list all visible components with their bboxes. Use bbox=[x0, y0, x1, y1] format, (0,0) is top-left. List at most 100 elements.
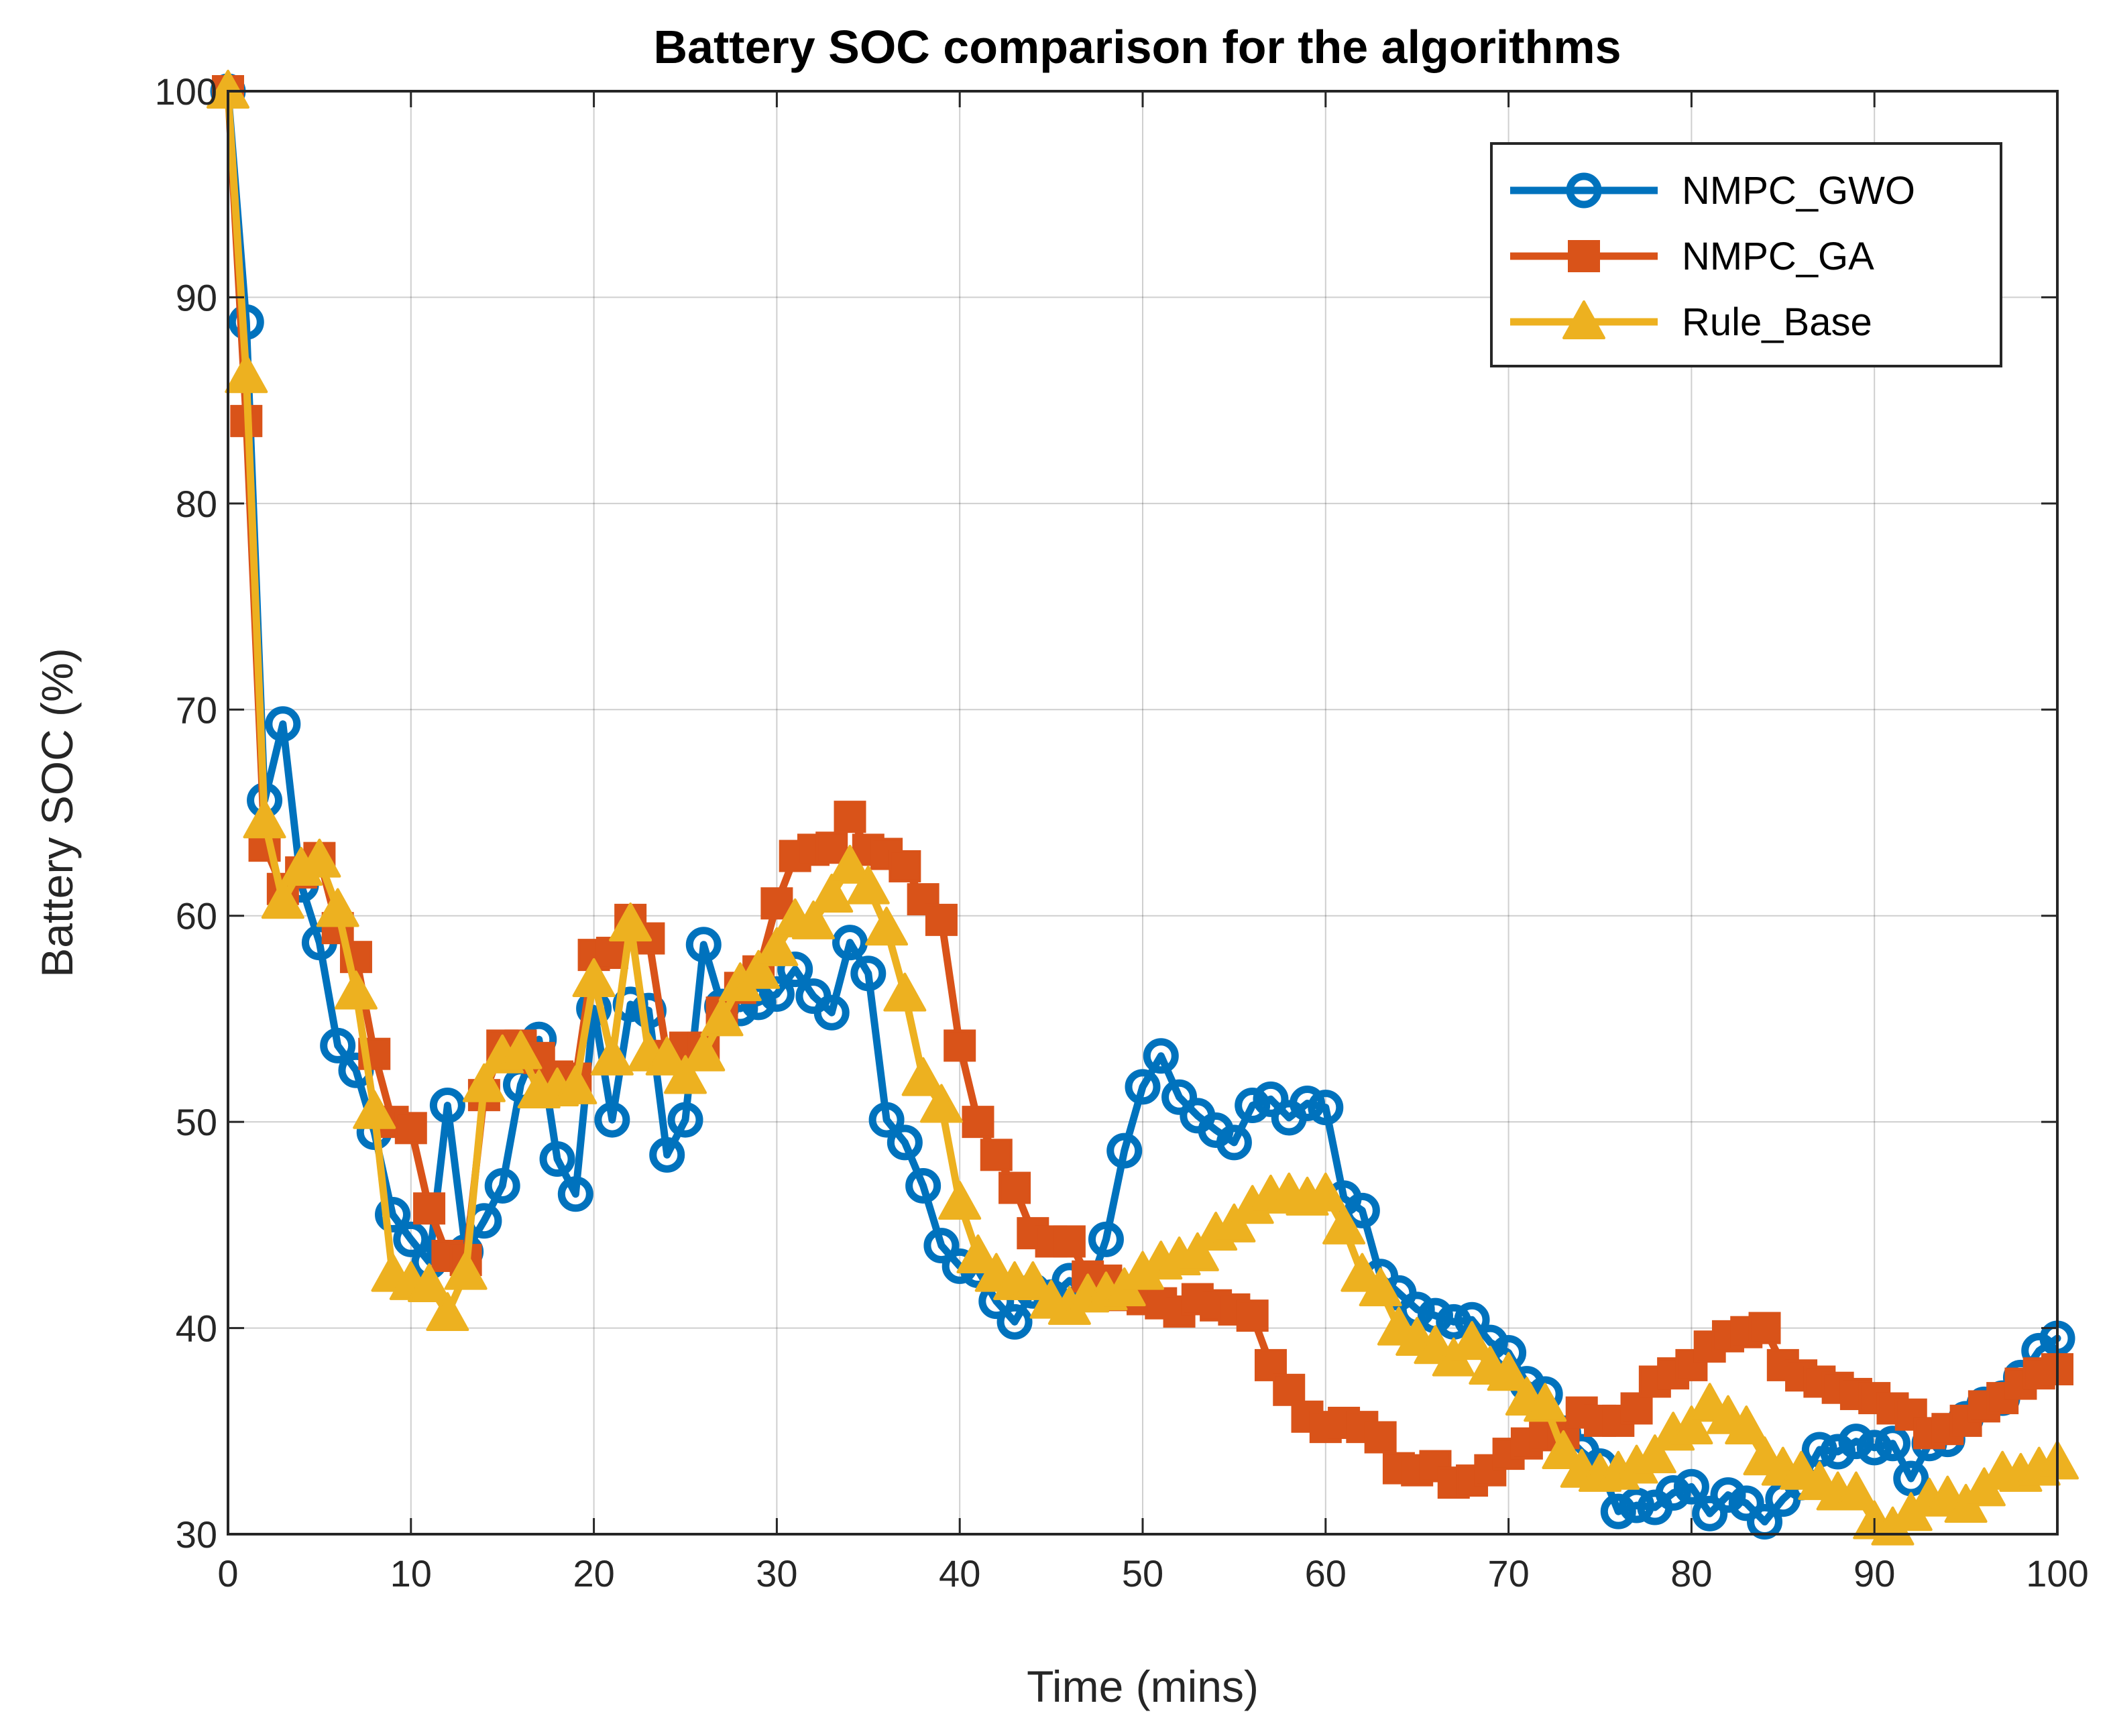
data-point bbox=[1728, 1485, 1764, 1521]
data-point bbox=[557, 1176, 593, 1212]
data-point bbox=[1290, 1085, 1326, 1121]
data-point bbox=[883, 972, 927, 1012]
data-point bbox=[810, 873, 854, 913]
data-point bbox=[462, 1063, 506, 1102]
y-tick-label: 60 bbox=[176, 895, 217, 937]
x-tick-label: 60 bbox=[1305, 1552, 1347, 1595]
data-point bbox=[1670, 1405, 1713, 1445]
legend-marker bbox=[1562, 300, 1605, 339]
data-point bbox=[682, 1032, 726, 1072]
data-point bbox=[225, 354, 268, 394]
x-tick-label: 100 bbox=[2026, 1552, 2088, 1595]
data-point bbox=[1692, 1495, 1728, 1531]
data-point bbox=[413, 1192, 446, 1225]
data-point bbox=[1322, 1205, 1366, 1245]
data-point bbox=[1620, 1392, 1653, 1425]
data-point bbox=[1304, 1172, 1347, 1212]
chart-title: Battery SOC comparison for the algorithm… bbox=[653, 21, 1621, 73]
data-point bbox=[1673, 1468, 1709, 1505]
data-point bbox=[1364, 1421, 1397, 1454]
data-point bbox=[1125, 1069, 1161, 1105]
data-point bbox=[572, 958, 616, 998]
data-point bbox=[685, 927, 722, 963]
legend-item: Rule_Base bbox=[1510, 300, 1872, 344]
data-point bbox=[590, 1036, 634, 1076]
data-point bbox=[865, 907, 909, 946]
data-point bbox=[944, 1029, 976, 1062]
data-point bbox=[1273, 1373, 1306, 1406]
data-point bbox=[444, 1251, 488, 1290]
series-layer bbox=[207, 70, 2079, 1546]
legend-marker bbox=[1568, 240, 1600, 272]
y-tick-label: 30 bbox=[176, 1513, 217, 1556]
data-point bbox=[846, 865, 890, 905]
data-point bbox=[813, 994, 850, 1031]
y-tick-label: 90 bbox=[176, 276, 217, 319]
x-tick-label: 30 bbox=[756, 1552, 797, 1595]
data-point bbox=[539, 1141, 575, 1177]
data-point bbox=[265, 706, 301, 742]
data-point bbox=[667, 1102, 703, 1138]
data-point bbox=[316, 888, 359, 927]
legend-item: NMPC_GA bbox=[1510, 235, 1874, 278]
data-point bbox=[887, 1124, 923, 1161]
data-point bbox=[261, 880, 304, 919]
y-tick-label: 80 bbox=[176, 483, 217, 525]
x-axis-label: Time (mins) bbox=[1027, 1662, 1259, 1711]
data-point bbox=[429, 1088, 465, 1124]
data-point bbox=[320, 1027, 356, 1063]
y-tick-label: 40 bbox=[176, 1308, 217, 1350]
x-tick-label: 80 bbox=[1670, 1552, 1712, 1595]
data-point bbox=[1176, 1232, 1219, 1271]
data-point bbox=[1143, 1038, 1179, 1074]
data-point bbox=[850, 956, 887, 992]
data-point bbox=[334, 970, 378, 1010]
legend-label: NMPC_GA bbox=[1682, 235, 1874, 278]
data-point bbox=[832, 925, 868, 961]
data-point bbox=[1655, 1475, 1691, 1511]
data-point bbox=[645, 1036, 689, 1076]
data-point bbox=[243, 799, 286, 839]
data-point bbox=[426, 1292, 469, 1332]
data-point bbox=[919, 1084, 963, 1123]
data-point bbox=[996, 1304, 1033, 1340]
data-point bbox=[609, 903, 652, 942]
data-point bbox=[1856, 1430, 1892, 1466]
data-point bbox=[1436, 1304, 1472, 1340]
data-point bbox=[828, 844, 872, 884]
data-point bbox=[1542, 1430, 1585, 1470]
series-Rule_Base bbox=[207, 70, 2079, 1546]
data-point bbox=[901, 1057, 945, 1096]
data-point bbox=[777, 951, 813, 988]
data-point bbox=[353, 1090, 396, 1129]
data-point bbox=[298, 838, 341, 878]
data-point bbox=[484, 1167, 520, 1204]
legend-label: NMPC_GWO bbox=[1682, 169, 1915, 213]
data-point bbox=[1236, 1299, 1269, 1332]
x-tick-label: 20 bbox=[573, 1552, 614, 1595]
x-tick-label: 50 bbox=[1122, 1552, 1163, 1595]
data-point bbox=[649, 1137, 685, 1173]
y-tick-label: 100 bbox=[155, 70, 217, 113]
data-point bbox=[499, 1030, 543, 1069]
data-point bbox=[394, 1112, 427, 1145]
data-point bbox=[1308, 1090, 1344, 1126]
data-point bbox=[1747, 1504, 1783, 1540]
data-point bbox=[938, 1181, 982, 1220]
data-point bbox=[408, 1263, 451, 1303]
data-point bbox=[1834, 1471, 1878, 1511]
tick-layer: 0 10 20 30 40 50 60 70 80 90 100 30 40 50 60 70 80 90 100 bbox=[155, 70, 2089, 1595]
data-point bbox=[905, 1167, 942, 1204]
y-tick-label: 70 bbox=[176, 689, 217, 731]
data-point bbox=[664, 1055, 707, 1094]
y-tick-label: 50 bbox=[176, 1101, 217, 1143]
data-point bbox=[980, 1139, 1013, 1171]
data-point bbox=[956, 1234, 1000, 1273]
legend: NMPC_GWO NMPC_GA Rule_Base bbox=[1490, 142, 2002, 367]
data-point bbox=[1216, 1124, 1252, 1161]
data-point bbox=[1161, 1079, 1198, 1115]
data-point bbox=[1088, 1221, 1124, 1257]
data-point bbox=[1359, 1267, 1402, 1307]
data-point bbox=[791, 900, 835, 939]
